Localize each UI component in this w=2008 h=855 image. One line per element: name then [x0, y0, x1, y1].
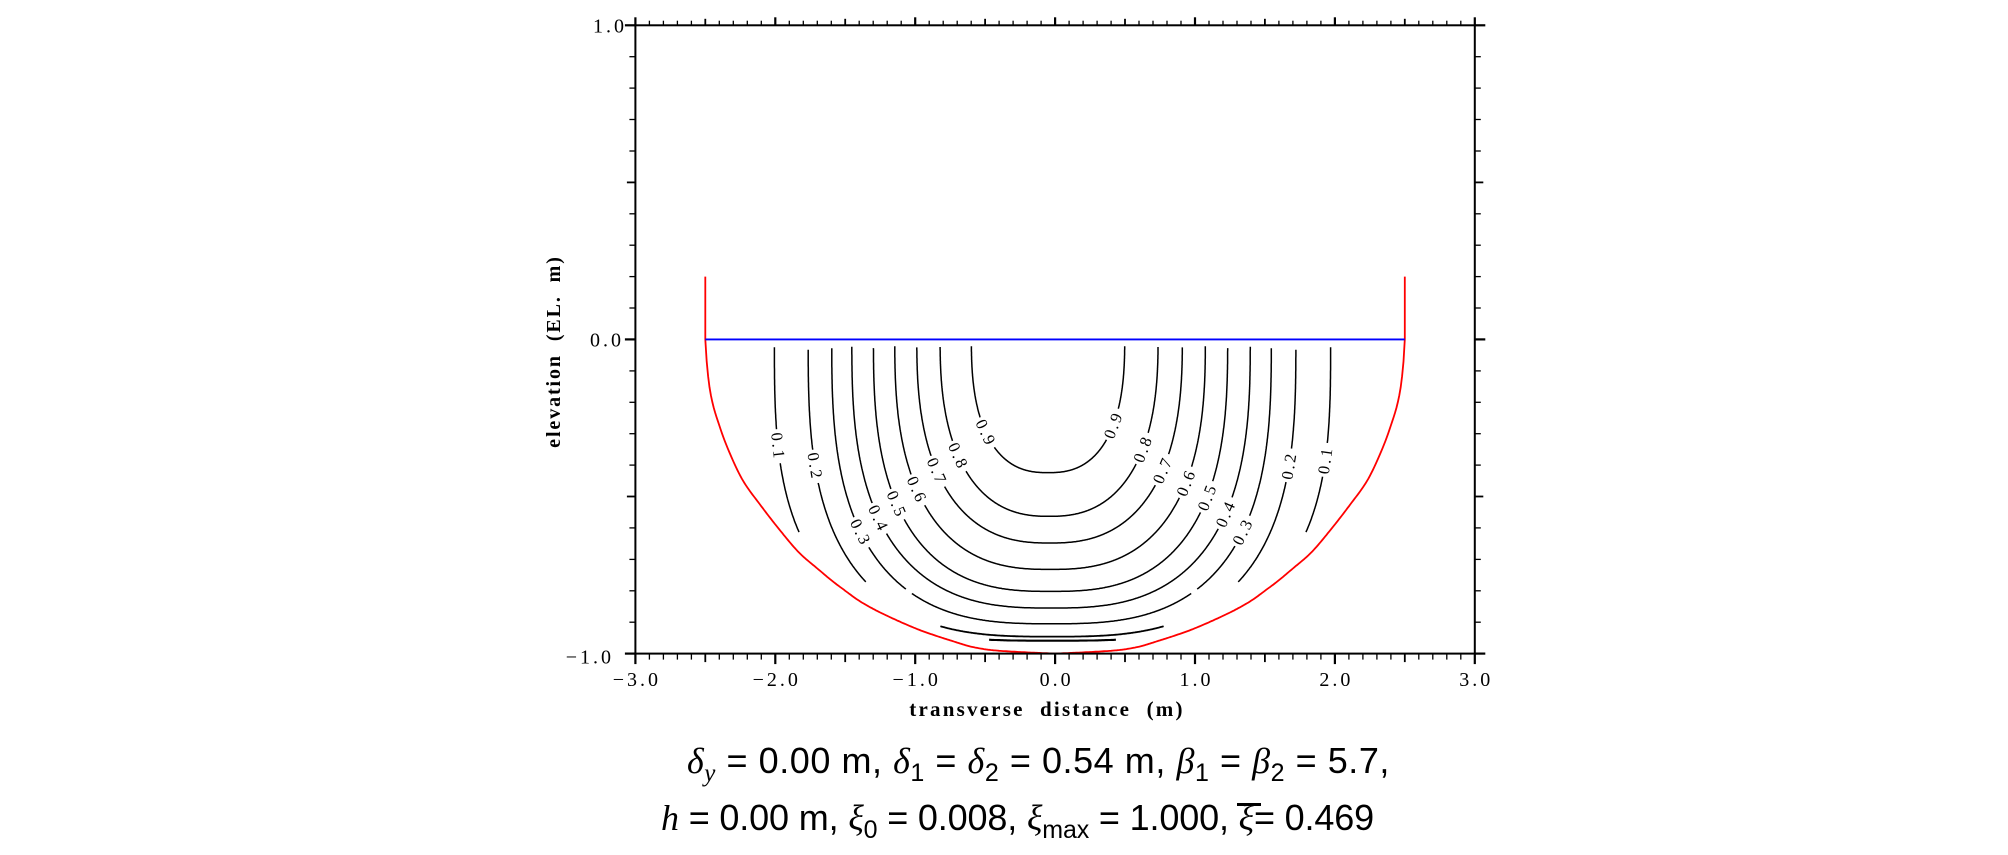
svg-text:−2.0: −2.0: [753, 669, 801, 691]
svg-text:1.0: 1.0: [1180, 669, 1214, 691]
svg-text:0.0: 0.0: [1040, 669, 1074, 691]
svg-text:0.1: 0.1: [1314, 445, 1337, 475]
svg-text:−3.0: −3.0: [613, 669, 661, 691]
svg-text:1.0: 1.0: [593, 15, 627, 37]
svg-text:0.2: 0.2: [1277, 450, 1300, 481]
svg-text:2.0: 2.0: [1319, 669, 1353, 691]
svg-text:−1.0: −1.0: [566, 647, 614, 669]
svg-text:−1.0: −1.0: [893, 669, 941, 691]
svg-text:3.0: 3.0: [1459, 669, 1493, 691]
svg-text:elevation (EL. m): elevation (EL. m): [543, 255, 565, 448]
svg-text:0.1: 0.1: [767, 431, 789, 461]
svg-text:0.2: 0.2: [803, 451, 826, 482]
svg-text:transverse distance (m): transverse distance (m): [909, 697, 1184, 721]
svg-text:0.0: 0.0: [590, 329, 624, 351]
